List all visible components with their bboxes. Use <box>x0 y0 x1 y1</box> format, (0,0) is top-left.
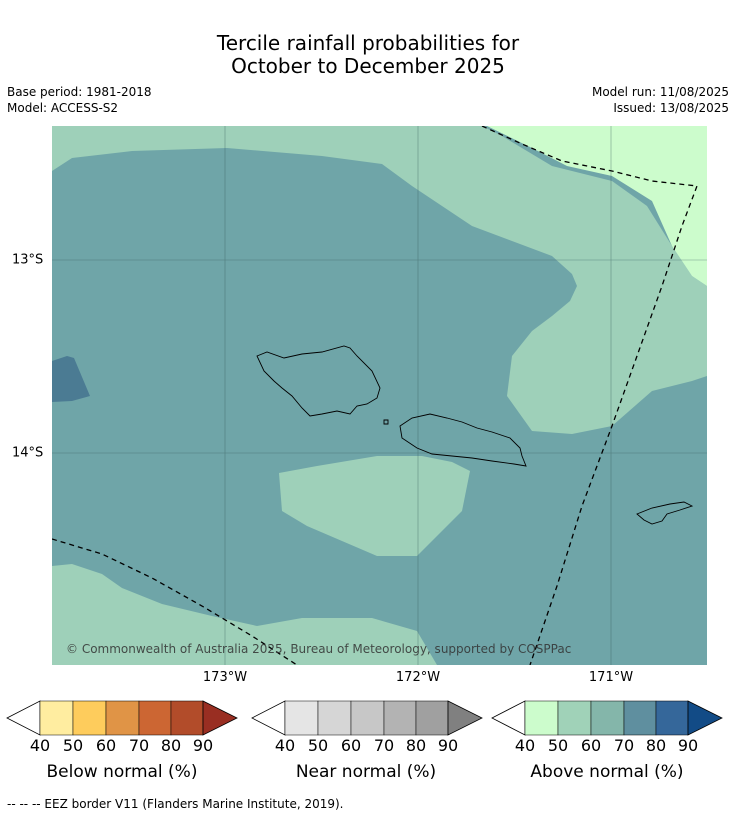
lon-label-171w: 171°W <box>588 670 634 685</box>
cb-tick: 90 <box>677 736 699 755</box>
cb-above-seg-2 <box>557 700 592 736</box>
copyright-notice: © Commonwealth of Australia 2025, Bureau… <box>66 642 571 656</box>
cb-tick: 40 <box>29 736 51 755</box>
cb-near-seg-4 <box>383 700 417 736</box>
cb-tick: 40 <box>514 736 536 755</box>
cb-tick: 60 <box>95 736 117 755</box>
cb-near-arrow-left <box>251 700 286 736</box>
cb-tick: 50 <box>307 736 329 755</box>
cb-above-arrow-left <box>491 700 526 736</box>
colorbar-label-near: Near normal (%) <box>295 762 437 782</box>
cb-below-seg-4 <box>138 700 172 736</box>
issued-date: Issued: 13/08/2025 <box>613 101 729 115</box>
cb-tick: 80 <box>160 736 182 755</box>
cb-above-seg-4 <box>623 700 657 736</box>
region-above-50-60-southwest <box>52 564 437 665</box>
cb-above-seg-5 <box>655 700 689 736</box>
cb-below-seg-3 <box>105 700 140 736</box>
cb-tick: 60 <box>340 736 362 755</box>
cb-below-seg-1 <box>39 700 74 736</box>
colorbar-above-normal <box>491 700 723 736</box>
eez-footnote: -- -- -- EEZ border V11 (Flanders Marine… <box>7 797 344 811</box>
cb-below-arrow-left <box>6 700 41 736</box>
cb-below-seg-5 <box>170 700 204 736</box>
cb-near-seg-5 <box>415 700 449 736</box>
colorbar-near-normal <box>251 700 483 736</box>
graticule <box>52 126 707 665</box>
eez-border <box>52 126 698 665</box>
model-name: Model: ACCESS-S2 <box>7 101 119 115</box>
cb-near-arrow-right <box>447 700 483 736</box>
probability-map: © Commonwealth of Australia 2025, Bureau… <box>52 126 707 665</box>
region-above-40-50 <box>487 126 707 286</box>
title-line-1: Tercile rainfall probabilities for <box>216 31 520 55</box>
title-line-2: October to December 2025 <box>231 54 505 78</box>
cb-tick: 70 <box>128 736 150 755</box>
cb-tick: 50 <box>62 736 84 755</box>
islands <box>256 345 694 525</box>
cb-above-seg-1 <box>524 700 559 736</box>
lat-label-14s: 14°S <box>12 445 44 461</box>
island-upolu <box>399 413 527 467</box>
cb-near-seg-3 <box>350 700 385 736</box>
cb-tick: 90 <box>192 736 214 755</box>
lon-label-173w: 173°W <box>202 670 248 685</box>
cb-tick: 60 <box>580 736 602 755</box>
cb-above-seg-3 <box>590 700 625 736</box>
cb-tick: 40 <box>274 736 296 755</box>
cb-below-arrow-right <box>202 700 238 736</box>
cb-tick: 50 <box>547 736 569 755</box>
region-above-50-60-south <box>279 456 470 556</box>
island-tutuila <box>636 501 694 525</box>
cb-tick: 80 <box>645 736 667 755</box>
cb-below-seg-2 <box>72 700 107 736</box>
colorbar-below-normal <box>6 700 238 736</box>
region-above-70-80 <box>52 356 90 402</box>
cb-tick: 70 <box>373 736 395 755</box>
meta-right: Model run: 11/08/2025 Issued: 13/08/2025 <box>592 84 729 116</box>
colorbar-label-below: Below normal (%) <box>46 762 198 782</box>
lat-label-13s: 13°S <box>12 252 44 268</box>
island-manono <box>383 419 389 425</box>
lon-label-172w: 172°W <box>395 670 441 685</box>
island-savaii <box>256 345 381 417</box>
colorbar-label-above: Above normal (%) <box>530 762 684 782</box>
cb-above-arrow-right <box>687 700 723 736</box>
region-above-50-60-north <box>52 126 707 434</box>
model-run: Model run: 11/08/2025 <box>591 85 729 99</box>
base-period: Base period: 1981-2018 <box>7 85 152 99</box>
cb-tick: 80 <box>405 736 427 755</box>
map-title: Tercile rainfall probabilities for Octob… <box>0 32 736 78</box>
cb-near-seg-1 <box>284 700 319 736</box>
cb-tick: 90 <box>437 736 459 755</box>
meta-left: Base period: 1981-2018 Model: ACCESS-S2 <box>7 84 152 116</box>
cb-near-seg-2 <box>317 700 352 736</box>
cb-tick: 70 <box>613 736 635 755</box>
